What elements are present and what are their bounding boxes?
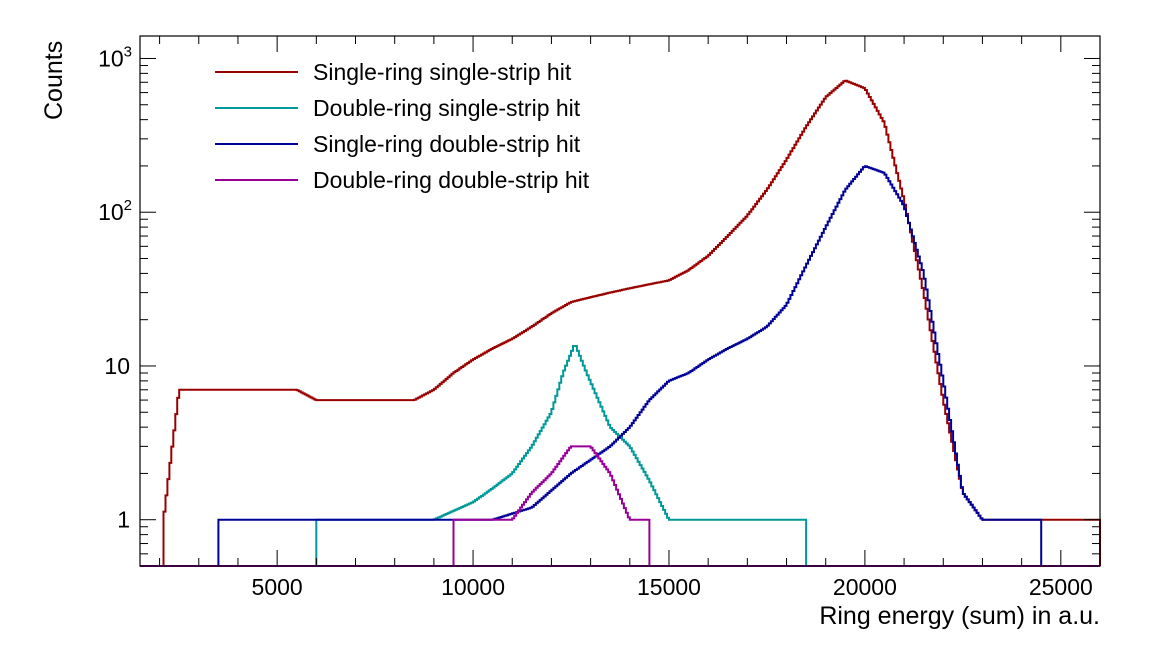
x-tick-label: 25000	[1029, 574, 1093, 600]
legend: Single-ring single-strip hit Double-ring …	[215, 59, 590, 193]
x-tick-label: 10000	[441, 574, 505, 600]
legend-entry-4: Double-ring double-strip hit	[313, 167, 590, 193]
plot-background	[140, 36, 1100, 566]
y-tick-label: 103	[98, 43, 132, 71]
legend-entry-1: Single-ring single-strip hit	[313, 59, 572, 85]
plot-area	[140, 36, 1100, 566]
legend-entry-2: Double-ring single-strip hit	[313, 95, 581, 121]
plot-frame	[139, 35, 1101, 567]
series-line-4	[452, 445, 651, 566]
series-line-3	[217, 165, 1043, 566]
x-tick-label: 5000	[252, 574, 303, 600]
y-axis-label: Counts	[40, 41, 68, 120]
x-axis-label: Ring energy (sum) in a.u.	[819, 602, 1100, 630]
y-tick-label: 102	[98, 197, 132, 225]
y-tick-label: 1	[117, 507, 130, 533]
y-tick-label: 10	[104, 353, 130, 379]
series-line-1	[162, 79, 1101, 566]
legend-entry-3: Single-ring double-strip hit	[313, 131, 581, 157]
x-tick-label: 15000	[637, 574, 701, 600]
x-tick-label: 20000	[833, 574, 897, 600]
axes: 5000 10000 15000 20000 25000 1 10 102 103	[98, 35, 1101, 600]
